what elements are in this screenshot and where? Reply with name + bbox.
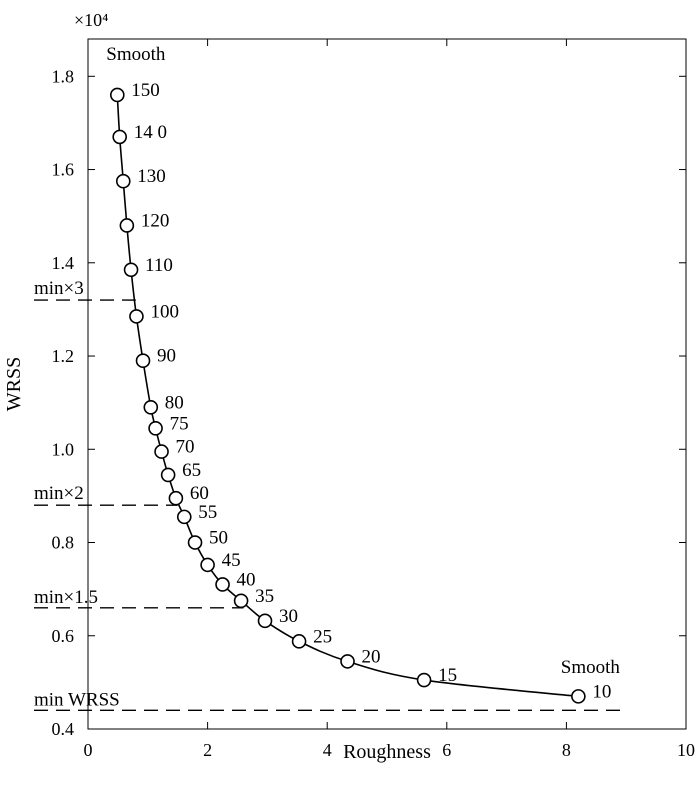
data-point-label: 110 — [145, 255, 173, 276]
data-point-marker — [160, 467, 176, 483]
x-tick-label: 10 — [677, 740, 695, 760]
reference-line-label: min×2 — [34, 483, 84, 504]
data-point-marker — [143, 400, 159, 415]
data-point-label: 30 — [279, 606, 298, 627]
data-point-marker — [233, 593, 249, 609]
axes — [87, 38, 687, 730]
curve-layer — [116, 94, 579, 698]
y-axis-title: WRSS — [3, 357, 25, 411]
data-point-label: 25 — [313, 626, 332, 647]
y-tick-label: 0.6 — [52, 626, 75, 646]
data-point-label: 20 — [362, 646, 381, 667]
data-point-marker — [135, 353, 151, 368]
plot-frame — [87, 38, 687, 730]
data-point-label: 15 — [438, 665, 457, 686]
data-point-label: 120 — [141, 210, 170, 231]
data-point-label: 60 — [190, 483, 209, 504]
y-tick-label: 1.4 — [52, 253, 75, 273]
data-point-marker — [187, 535, 203, 550]
smooth-annotation: Smooth — [106, 44, 166, 65]
data-point-label: 70 — [176, 437, 195, 458]
x-axis-title: Roughness — [343, 741, 431, 763]
reference-lines: min×3 min×2 min×1.5 min WRSS — [34, 278, 627, 712]
y-tick-label: 1.8 — [52, 66, 75, 86]
data-point-marker — [215, 577, 230, 592]
data-point-label: 35 — [255, 586, 274, 607]
ticks: 0 2 4 6 8 10 0.4 0.6 0.8 1.0 1.2 1.4 1.6 1.8 — [52, 39, 695, 760]
data-point-label: 10 — [592, 681, 611, 702]
x-tick-label: 0 — [84, 740, 93, 760]
data-point-label: 130 — [137, 166, 166, 187]
data-point-label: 55 — [198, 502, 217, 523]
reference-line-label: min WRSS — [34, 689, 120, 710]
data-point-label: 90 — [157, 346, 176, 367]
data-point-marker — [115, 173, 131, 189]
x-tick-label: 6 — [442, 740, 451, 760]
y-multiplier-label: ×10⁴ — [74, 10, 108, 30]
annotations: Smooth Smooth — [106, 44, 620, 678]
y-tick-label: 1.6 — [52, 160, 75, 180]
x-tick-label: 8 — [562, 740, 571, 760]
data-point-marker — [110, 87, 125, 103]
data-point-label: 45 — [222, 550, 241, 571]
data-point-marker — [176, 509, 192, 525]
data-point-marker — [340, 654, 355, 669]
data-point-label: 65 — [182, 460, 201, 481]
data-point-marker — [112, 129, 127, 145]
data-point-marker — [200, 557, 215, 573]
data-point-marker — [119, 218, 135, 233]
data-point-label: 100 — [150, 301, 179, 322]
data-point-marker — [148, 420, 163, 436]
data-point-marker — [257, 613, 273, 629]
data-point-marker — [123, 262, 139, 278]
y-tick-label: 0.8 — [52, 533, 75, 553]
data-point-label: 150 — [131, 80, 160, 101]
data-point-marker — [571, 689, 586, 704]
data-point-label: 40 — [237, 569, 256, 590]
data-point-marker — [154, 444, 169, 459]
data-point-marker — [168, 490, 184, 506]
x-tick-label: 2 — [203, 740, 212, 760]
wrss-curve — [116, 94, 579, 698]
data-point-label: 75 — [170, 413, 189, 434]
y-tick-label: 1.0 — [52, 439, 75, 459]
reference-line-label: min×3 — [34, 278, 84, 299]
data-point-marker — [416, 672, 432, 688]
y-tick-label: 1.2 — [52, 346, 75, 366]
data-point-marker — [291, 634, 307, 649]
reference-line-label: min×1.5 — [34, 587, 98, 608]
data-point-label: 50 — [209, 528, 228, 549]
y-tick-label: 0.4 — [52, 719, 75, 739]
markers — [110, 87, 586, 704]
data-point-label: 80 — [165, 392, 184, 413]
data-point-marker — [129, 309, 144, 324]
data-point-label: 14 0 — [134, 122, 167, 143]
smooth-annotation: Smooth — [561, 657, 621, 678]
x-tick-label: 4 — [323, 740, 332, 760]
